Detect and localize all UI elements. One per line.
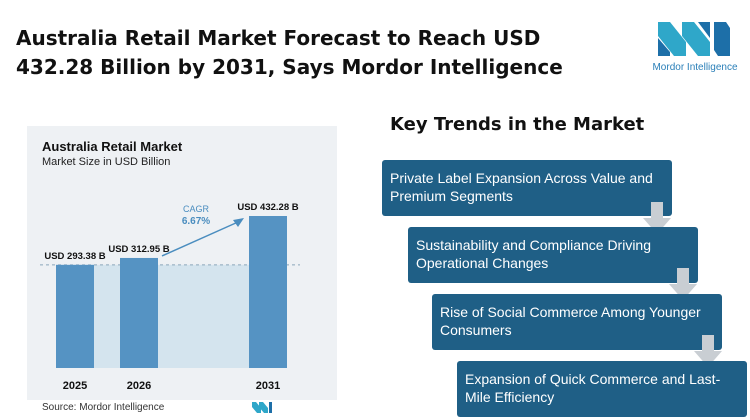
headline: Australia Retail Market Forecast to Reac… bbox=[16, 26, 563, 79]
cagr-arrow-head bbox=[233, 218, 244, 227]
chart-source: Source: Mordor Intelligence bbox=[42, 402, 165, 413]
mordor-intelligence-logo-icon bbox=[658, 22, 730, 56]
mordor-small-logo-icon bbox=[252, 402, 272, 413]
trend-box-4: Expansion of Quick Commerce and Last-Mil… bbox=[457, 361, 747, 417]
trend-box-3: Rise of Social Commerce Among Younger Co… bbox=[432, 294, 722, 350]
logo-text: Mordor Intelligence bbox=[652, 62, 738, 73]
bar-2026 bbox=[120, 257, 158, 368]
cagr-arrow-line bbox=[161, 221, 239, 257]
cagr-value: 6.67% bbox=[182, 216, 210, 227]
data-label-2031: USD 432.28 B bbox=[237, 202, 298, 213]
data-label-2025: USD 293.38 B bbox=[44, 251, 105, 262]
cagr-label: CAGR bbox=[183, 204, 210, 214]
down-arrow-icon bbox=[694, 335, 722, 367]
trend-box-1: Private Label Expansion Across Value and… bbox=[382, 160, 672, 216]
down-arrow-icon bbox=[669, 268, 697, 300]
highlight-band bbox=[56, 264, 287, 368]
chart-subtitle: Market Size in USD Billion bbox=[42, 156, 171, 168]
bar-2025 bbox=[56, 264, 94, 368]
bar-2031 bbox=[249, 216, 287, 368]
logo: Mordor Intelligence bbox=[652, 16, 738, 78]
trend-box-2: Sustainability and Compliance Driving Op… bbox=[408, 227, 698, 283]
chart-title: Australia Retail Market bbox=[42, 139, 183, 154]
tick-label-2026: 2026 bbox=[127, 380, 151, 392]
down-arrow-icon bbox=[643, 202, 671, 234]
trends-title: Key Trends in the Market bbox=[390, 114, 645, 135]
tick-label-2025: 2025 bbox=[63, 380, 87, 392]
tick-label-2031: 2031 bbox=[256, 380, 280, 392]
data-label-2026: USD 312.95 B bbox=[108, 244, 169, 255]
